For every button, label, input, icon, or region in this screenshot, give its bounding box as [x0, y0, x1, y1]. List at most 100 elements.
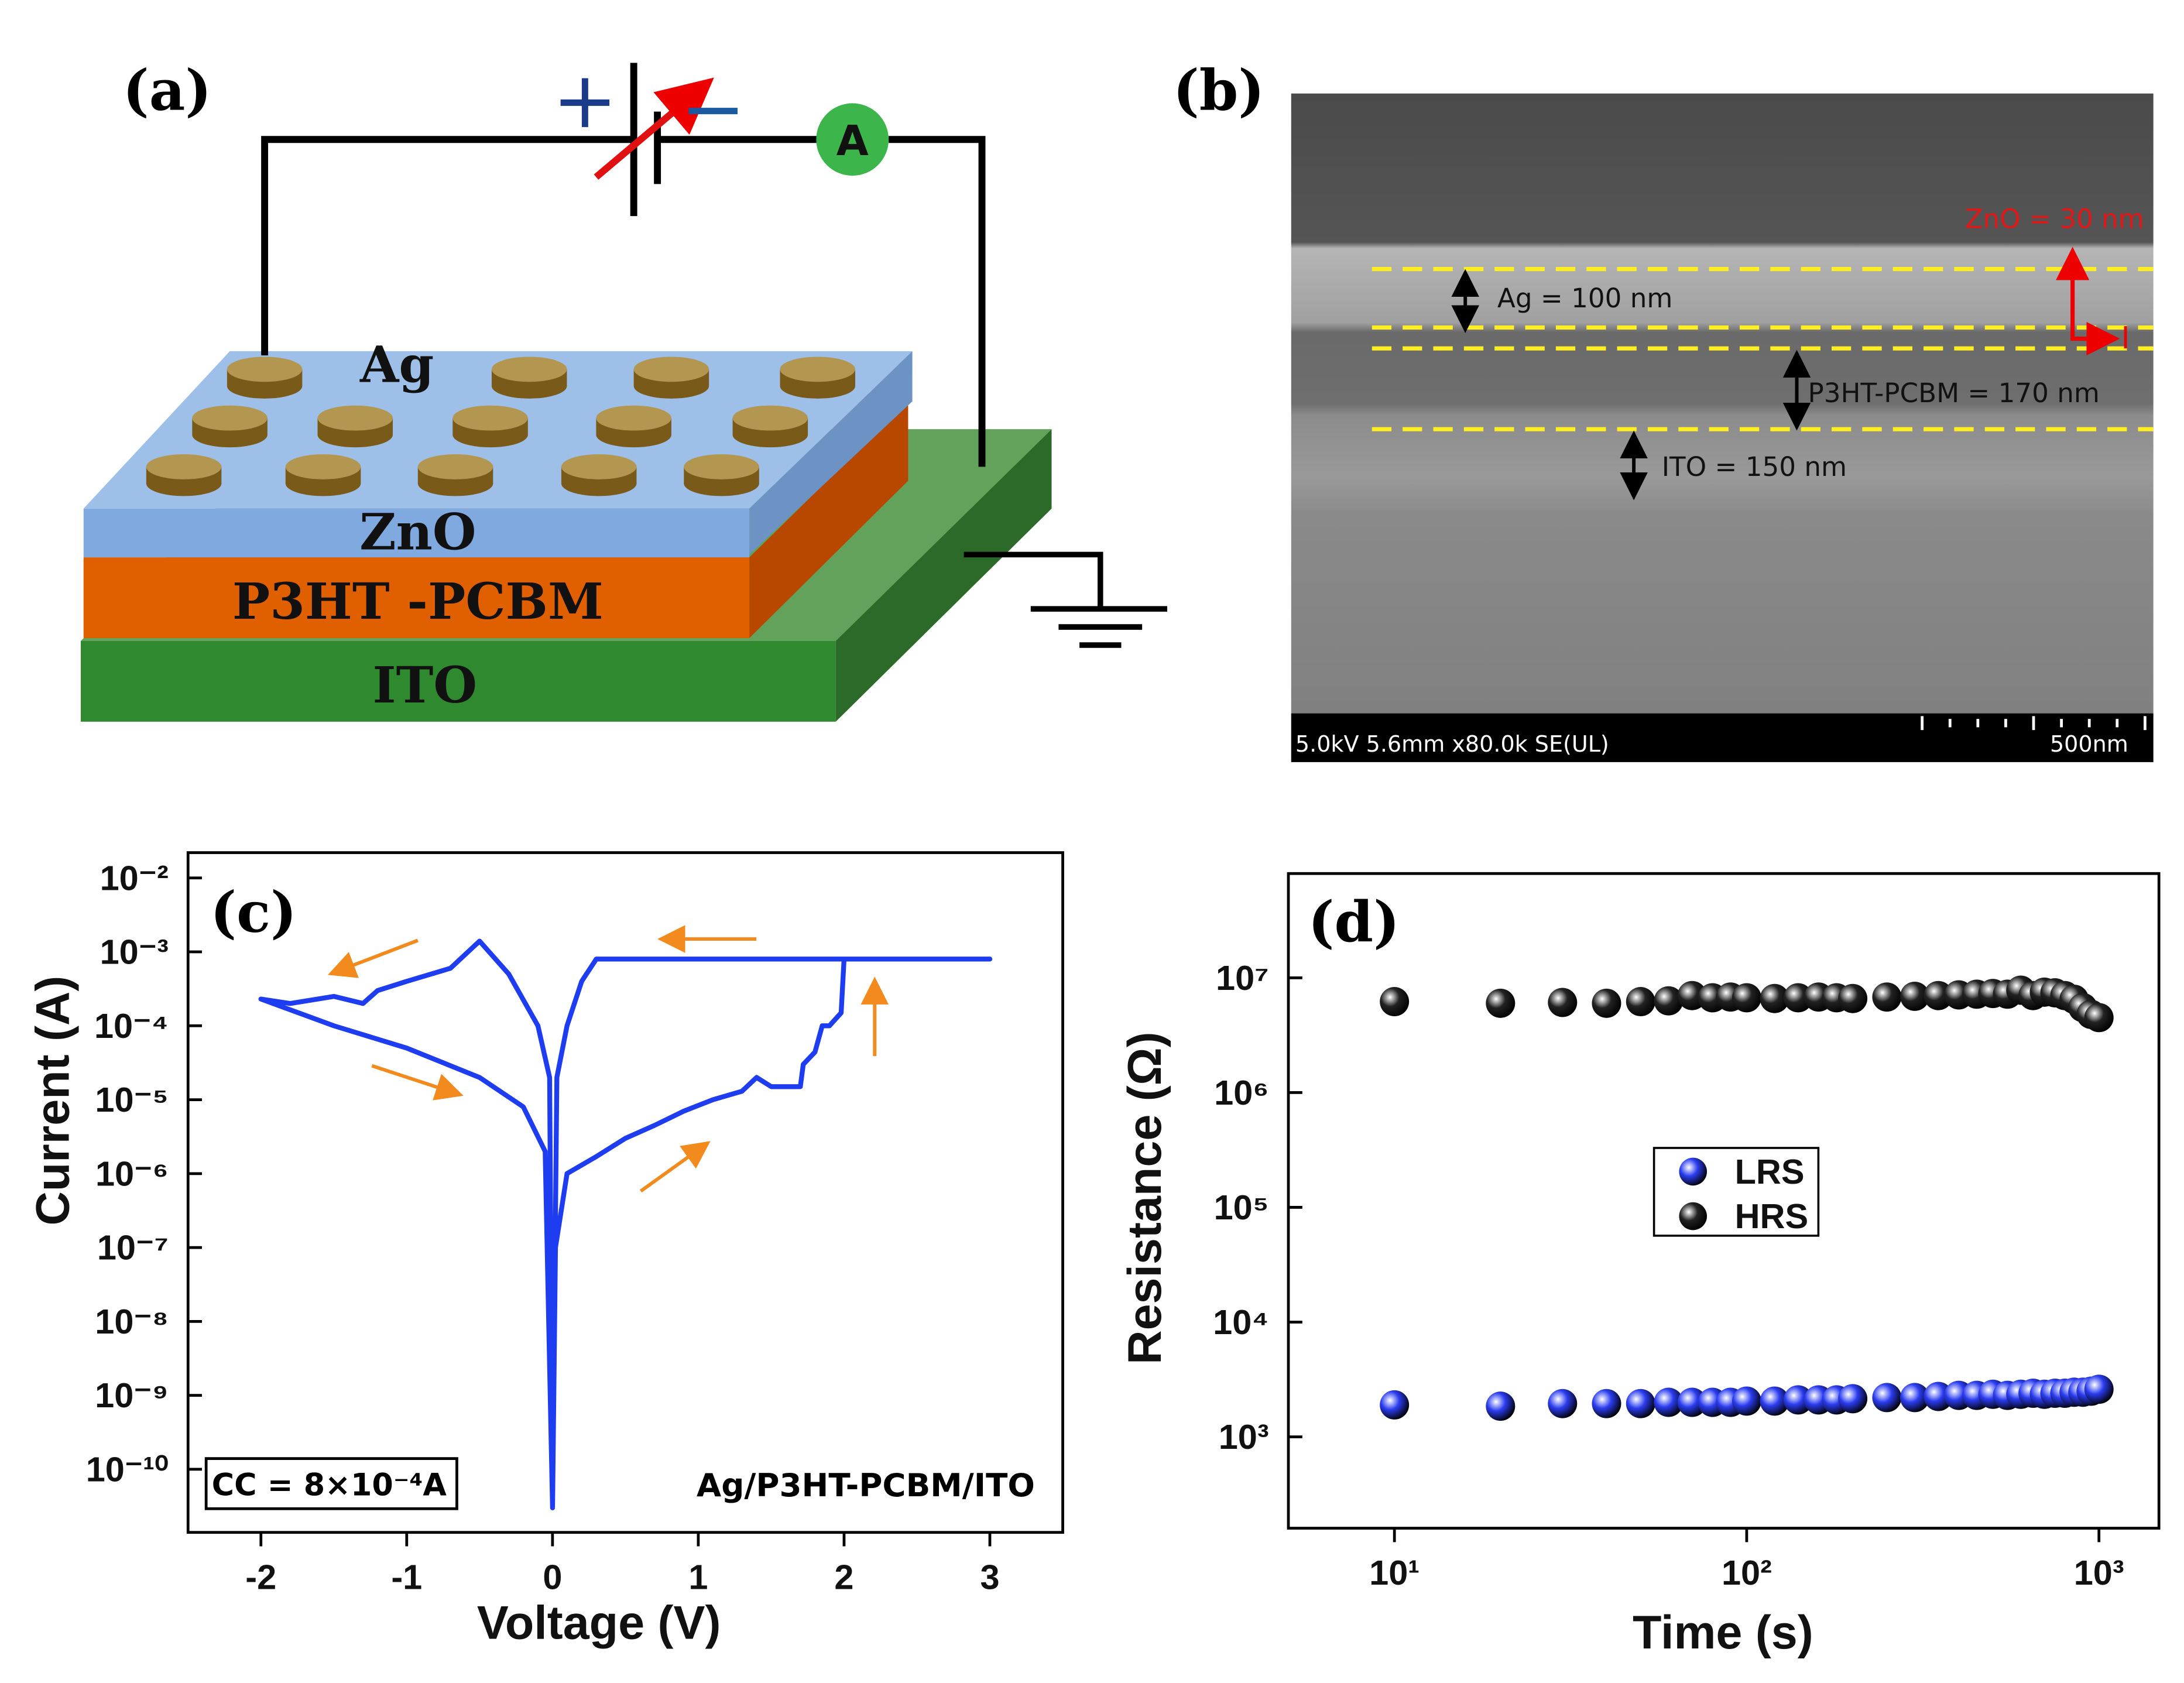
panel-label: (d) — [1308, 890, 1400, 955]
data-point — [1783, 1385, 1813, 1415]
disc-top — [596, 405, 671, 431]
y-tick-label: 10⁻⁶ — [95, 1154, 169, 1193]
y-tick-label: 10³ — [1219, 1417, 1269, 1456]
data-point — [1783, 983, 1813, 1013]
disc-top — [146, 454, 222, 479]
sweep-arrows — [327, 925, 889, 1193]
x-tick-label: -1 — [391, 1557, 422, 1596]
y-tick-label: 10⁻³ — [100, 933, 169, 972]
x-tick-label: 3 — [980, 1557, 999, 1596]
y-tick-label: 10⁴ — [1213, 1302, 1269, 1342]
layer-label: ZnO — [359, 503, 476, 561]
y-axis-label: Resistance (Ω) — [1119, 1031, 1171, 1364]
arrow — [639, 1141, 711, 1193]
data-point — [1900, 1383, 1930, 1413]
panel-b: (b) ZnO = 30 nm Ag = 100 nm P3HT-PCBM = … — [1173, 58, 2154, 762]
zno-arrow — [2056, 246, 2120, 356]
x-tick-label: 1 — [688, 1557, 708, 1596]
y-tick-label: 10⁵ — [1214, 1188, 1269, 1227]
arrow — [327, 938, 419, 978]
legend-marker — [1679, 1202, 1708, 1230]
x-tick-label: -2 — [245, 1557, 276, 1596]
y-tick-label: 10⁻⁴ — [94, 1006, 169, 1046]
data-point — [1486, 1391, 1516, 1421]
sem-annotation: ZnO = 30 nm — [1965, 203, 2144, 234]
sem-annotation: P3HT-PCBM = 170 nm — [1808, 378, 2100, 409]
disc-top — [317, 405, 393, 431]
data-point — [1486, 988, 1516, 1018]
ag-electrodes — [146, 357, 855, 496]
sem-info: 5.0kV 5.6mm x80.0k SE(UL) — [1295, 731, 1609, 757]
disc-top — [285, 454, 361, 479]
y-tick-label: 10⁶ — [1214, 1073, 1269, 1112]
plus-sign: + — [553, 55, 618, 146]
panel-label: (c) — [210, 880, 297, 945]
p3ht-front — [83, 557, 750, 639]
disc-top — [417, 454, 493, 479]
annotation: Ag/P3HT-PCBM/ITO — [697, 1466, 1035, 1504]
x-axis-label: Voltage (V) — [477, 1596, 721, 1649]
panel-label: (a) — [123, 58, 212, 123]
legend-label: LRS — [1735, 1152, 1805, 1191]
x-tick-label: 10² — [1722, 1553, 1772, 1592]
wire — [261, 136, 634, 356]
layer-label: ITO — [373, 656, 477, 715]
data-point — [1760, 1386, 1789, 1416]
y-tick-label: 10⁻⁵ — [95, 1080, 168, 1119]
legend-label: HRS — [1735, 1197, 1809, 1236]
y-tick-label: 10⁻¹⁰ — [86, 1449, 169, 1489]
y-tick-label: 10⁻⁸ — [95, 1302, 169, 1341]
data-point — [1677, 1387, 1707, 1417]
x-axis-label: Time (s) — [1633, 1606, 1813, 1659]
plot-frame — [186, 851, 1064, 1534]
y-axis-label: Current (A) — [26, 976, 79, 1226]
layer-label: Ag — [359, 336, 434, 395]
plot-frame — [1287, 872, 2161, 1530]
disc-top — [732, 405, 808, 431]
y-tick-label: 10⁷ — [1216, 958, 1269, 998]
disc-top — [491, 357, 567, 382]
layer-label: P3HT -PCBM — [232, 573, 604, 631]
data-point — [1626, 987, 1655, 1017]
minus-sign: − — [680, 63, 746, 154]
wire — [889, 136, 986, 467]
ito-side — [835, 429, 1052, 722]
ammeter-label: A — [836, 116, 869, 165]
legend-marker — [1679, 1157, 1708, 1186]
y-tick-label: 10⁻⁷ — [97, 1228, 169, 1267]
sem-scale: 500nm — [2050, 731, 2128, 757]
data-point — [1380, 1390, 1410, 1420]
sem-info-bar — [1291, 713, 2154, 762]
data-point — [1872, 1383, 1902, 1413]
disc-top — [192, 405, 268, 431]
y-tick-label: 10⁻⁹ — [95, 1376, 169, 1415]
disc-top — [633, 357, 709, 382]
data-point — [1548, 988, 1578, 1017]
arrow — [371, 1064, 464, 1101]
x-tick-label: 0 — [543, 1557, 562, 1596]
data-point — [1838, 983, 1868, 1013]
sem-annotation: ITO = 150 nm — [1662, 451, 1847, 482]
disc-top — [684, 454, 759, 479]
annotation: CC = 8×10⁻⁴A — [212, 1467, 447, 1503]
data-point — [1924, 981, 1953, 1010]
scale-bar — [1921, 716, 2147, 731]
data-point — [1760, 983, 1789, 1013]
variable-arrow — [594, 77, 714, 180]
data-point — [1592, 1389, 1621, 1418]
iv-curve — [258, 938, 993, 1510]
panel-a: (a) Ag ZnO P3HT -PCBM ITO A + − — [81, 55, 1167, 722]
x-tick-label: 2 — [834, 1557, 853, 1596]
data-point — [1548, 1389, 1578, 1418]
data-point — [1380, 987, 1410, 1017]
data-point — [1838, 1384, 1868, 1414]
p3ht-side — [749, 401, 908, 639]
panel-label: (b) — [1173, 58, 1265, 123]
data-point — [1900, 981, 1930, 1011]
data-point — [1592, 988, 1621, 1018]
ammeter — [816, 103, 889, 176]
interfaces — [1372, 266, 2154, 431]
zno-side — [749, 351, 913, 555]
data-point — [2084, 1003, 2114, 1033]
